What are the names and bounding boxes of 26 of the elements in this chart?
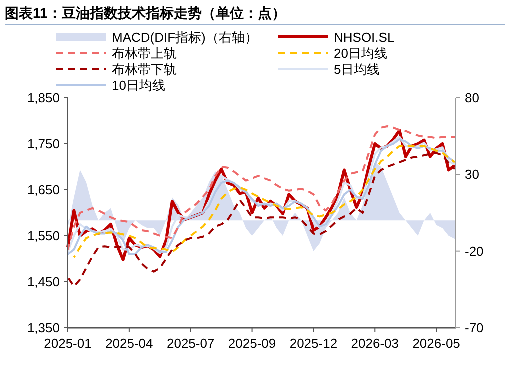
legend-label: 布林带上轨 [112,46,177,61]
y2-tick-label: 30 [465,167,480,182]
x-tick-label: 2025-07 [167,336,215,351]
x-tick-label: 2026-05 [412,336,460,351]
legend-label: 10日均线 [112,78,166,93]
legend-label: 20日均线 [334,46,388,61]
legend-label: NHSOI.SL [334,30,395,45]
y2-tick-label: 80 [465,90,480,106]
legend-label: MACD(DIF指标)（右轴） [112,30,258,45]
x-tick-label: 2025-09 [228,336,276,351]
y-tick-label: 1,650 [27,182,60,198]
x-tick-label: 2025-01 [44,336,92,351]
y-tick-label: 1,750 [27,136,60,152]
line-series [67,152,456,288]
legend-label: 布林带下轨 [112,62,177,77]
y-tick-label: 1,350 [27,320,60,336]
x-tick-label: 2025-12 [290,336,338,351]
y-tick-label: 1,850 [27,90,60,106]
y-tick-label: 1,450 [27,274,60,290]
x-tick-label: 2026-03 [351,336,399,351]
chart-title: 图表11：豆油指数技术指标走势（单位：点） [5,5,286,21]
y2-tick-label: -20 [465,244,484,259]
y-tick-label: 1,550 [27,228,60,244]
y2-tick-label: -70 [465,320,484,336]
x-tick-label: 2025-04 [106,336,154,351]
legend-label: 5日均线 [334,62,380,77]
